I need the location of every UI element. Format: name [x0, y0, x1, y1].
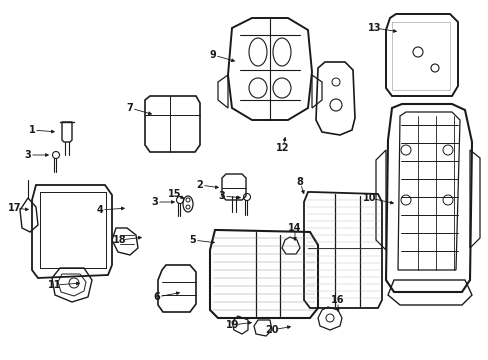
Text: 14: 14 [287, 223, 301, 233]
Text: 17: 17 [8, 203, 21, 213]
Text: 9: 9 [209, 50, 216, 60]
Text: 3: 3 [24, 150, 31, 160]
Text: 6: 6 [153, 292, 160, 302]
Text: 15: 15 [168, 189, 182, 199]
Text: 20: 20 [264, 325, 278, 335]
Text: 13: 13 [367, 23, 381, 33]
Text: 3: 3 [151, 197, 158, 207]
Text: 12: 12 [276, 143, 289, 153]
Text: 3: 3 [218, 191, 225, 201]
Text: 5: 5 [189, 235, 196, 245]
Text: 4: 4 [97, 205, 103, 215]
Text: 18: 18 [113, 235, 126, 245]
Text: 11: 11 [48, 280, 61, 290]
Text: 19: 19 [226, 320, 239, 330]
Text: 2: 2 [196, 180, 203, 190]
Text: 7: 7 [126, 103, 133, 113]
Text: 1: 1 [29, 125, 35, 135]
Text: 8: 8 [296, 177, 303, 187]
Text: 16: 16 [330, 295, 344, 305]
Text: 10: 10 [363, 193, 376, 203]
